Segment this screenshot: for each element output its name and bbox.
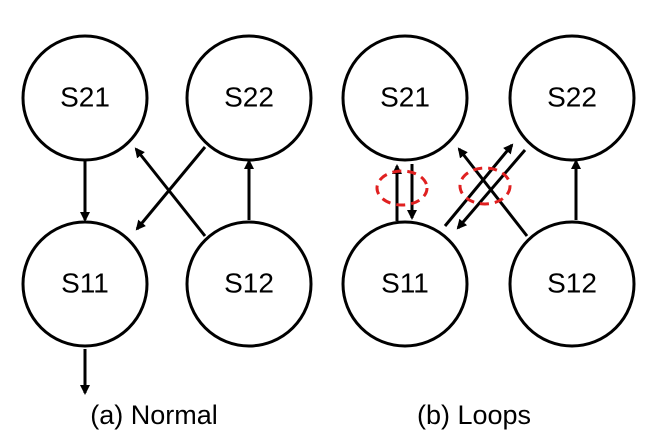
node-s22: S22 bbox=[185, 34, 313, 162]
node-label-s22: S22 bbox=[547, 81, 597, 112]
node-s12: S12 bbox=[185, 220, 313, 348]
edge-s11-to-s22 bbox=[443, 143, 514, 227]
node-s22: S22 bbox=[508, 34, 636, 162]
caption-loops: (b) Loops bbox=[417, 400, 531, 430]
node-s21: S21 bbox=[341, 34, 469, 162]
node-s11: S11 bbox=[21, 220, 149, 348]
edge-s22-to-s11 bbox=[135, 146, 207, 231]
loop-marker-right bbox=[458, 166, 512, 206]
panel-loops: S21 S22 S11 S12 (b) Loops bbox=[341, 34, 636, 430]
loop-marker-left bbox=[375, 169, 429, 207]
node-label-s11: S11 bbox=[381, 267, 429, 298]
node-label-s21: S21 bbox=[380, 81, 430, 112]
node-label-s12: S12 bbox=[224, 267, 274, 298]
panel-normal: S21 S22 S11 S12 (a) Normal bbox=[21, 34, 313, 430]
edge-s12-to-s21 bbox=[457, 147, 529, 237]
node-s11: S11 bbox=[341, 220, 469, 348]
node-label-s11: S11 bbox=[61, 267, 109, 298]
node-s12: S12 bbox=[508, 220, 636, 348]
node-s21: S21 bbox=[21, 34, 149, 162]
caption-normal: (a) Normal bbox=[90, 400, 218, 430]
node-label-s21: S21 bbox=[60, 81, 110, 112]
node-label-s22: S22 bbox=[224, 81, 274, 112]
edge-s22-to-s11 bbox=[456, 149, 527, 230]
node-label-s12: S12 bbox=[547, 267, 597, 298]
edge-s12-to-s21 bbox=[134, 147, 207, 237]
